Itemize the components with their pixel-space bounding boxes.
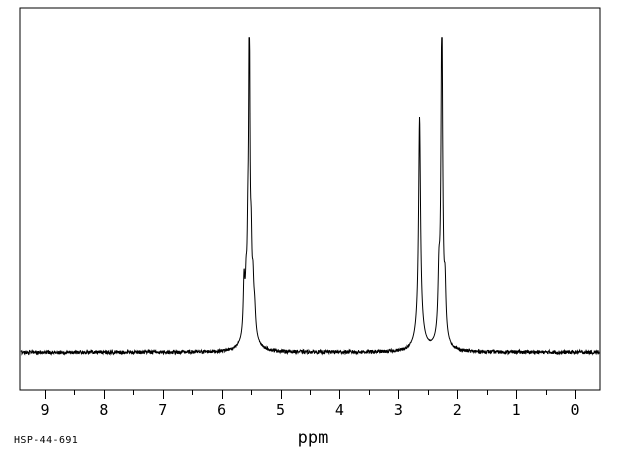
x-axis-ticks [45,390,576,399]
x-axis-tick-label: 7 [158,401,167,419]
plot-frame [19,7,601,391]
x-axis-tick-label: 5 [276,401,285,419]
x-axis-tick-label: 2 [453,401,462,419]
x-axis-tick-labels: 9 8 7 6 5 4 3 2 1 0 [40,401,579,419]
x-axis-tick-label: 8 [99,401,108,419]
x-axis-tick-label: 3 [394,401,403,419]
x-axis-tick-label: 1 [512,401,521,419]
x-axis-tick-label: 4 [335,401,344,419]
x-axis-tick-label: 6 [217,401,226,419]
x-axis-tick-label: 0 [570,401,579,419]
x-axis-tick-label: 9 [40,401,49,419]
x-axis-unit-label: ppm [298,428,329,448]
sample-id-label: HSP-44-691 [14,435,78,446]
spectrum-trace [20,37,600,356]
